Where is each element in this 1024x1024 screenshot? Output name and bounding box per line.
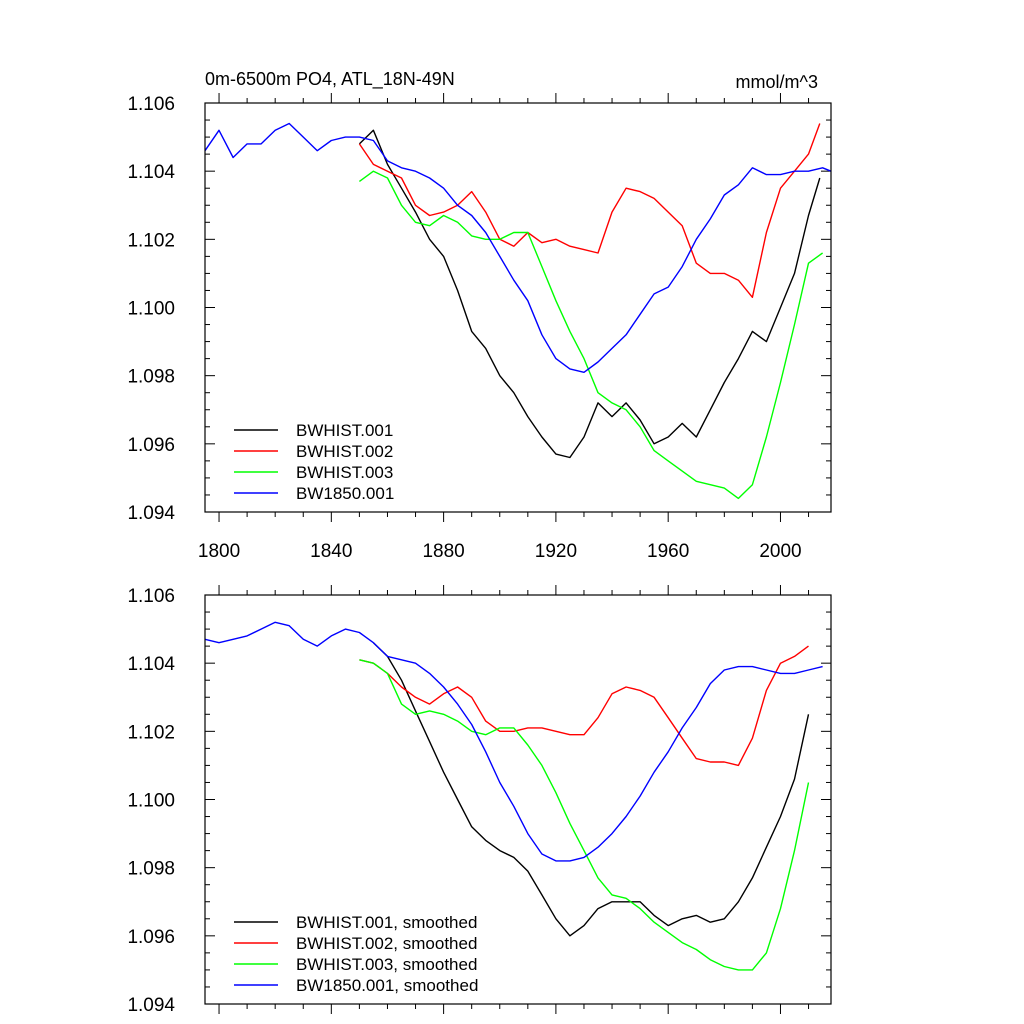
series-line [204, 122, 832, 373]
chart-title: 0m-6500m PO4, ATL_18N-49N [205, 69, 455, 90]
y-tick-label: 1.100 [127, 299, 175, 320]
plot-frame [204, 102, 832, 513]
y-tick-label: 1.098 [127, 367, 175, 388]
x-tick-label: 1960 [647, 541, 689, 562]
series-line [372, 642, 810, 937]
legend-label: BWHIST.003, smoothed [296, 955, 477, 974]
series-line [358, 123, 821, 298]
y-tick-label: 1.104 [127, 162, 175, 183]
legend-label: BWHIST.002, smoothed [296, 934, 477, 953]
x-tick-label: 1880 [422, 541, 464, 562]
legend-label: BW1850.001 [296, 484, 394, 503]
x-tick-label: 1920 [535, 541, 577, 562]
x-tick-label: 1840 [310, 541, 352, 562]
series-line [359, 659, 810, 971]
x-tick-label: 1800 [198, 541, 240, 562]
y-tick-label: 1.102 [127, 230, 175, 251]
y-tick-label: 1.096 [127, 927, 175, 948]
top-panel: 0m-6500m PO4, ATL_18N-49N mmol/m^3 1.094… [127, 69, 832, 562]
legend-label: BWHIST.003 [296, 463, 393, 482]
units-label: mmol/m^3 [736, 72, 818, 92]
y-tick-label: 1.096 [127, 435, 175, 456]
plot-frame [204, 594, 832, 1005]
y-tick-label: 1.094 [127, 995, 175, 1016]
y-tick-label: 1.100 [127, 791, 175, 812]
y-tick-label: 1.102 [127, 722, 175, 743]
bottom-panel: 1.094 1.096 1.098 1.100 1.102 1.104 1.106 BWHIS… [127, 585, 832, 1016]
y-tick-label: 1.106 [127, 94, 175, 115]
series-line [359, 645, 809, 767]
y-tick-label: 1.098 [127, 859, 175, 880]
x-tick-label: 2000 [759, 541, 801, 562]
series-line [358, 129, 821, 459]
legend-label: BWHIST.001, smoothed [296, 913, 477, 932]
series-line [204, 621, 823, 862]
y-tick-label: 1.094 [127, 503, 175, 524]
legend-label: BW1850.001, smoothed [296, 976, 478, 995]
legend-label: BWHIST.002 [296, 442, 393, 461]
series-line [358, 170, 824, 500]
legend-label: BWHIST.001 [296, 421, 393, 440]
y-tick-label: 1.106 [127, 586, 175, 607]
y-tick-label: 1.104 [127, 654, 175, 675]
